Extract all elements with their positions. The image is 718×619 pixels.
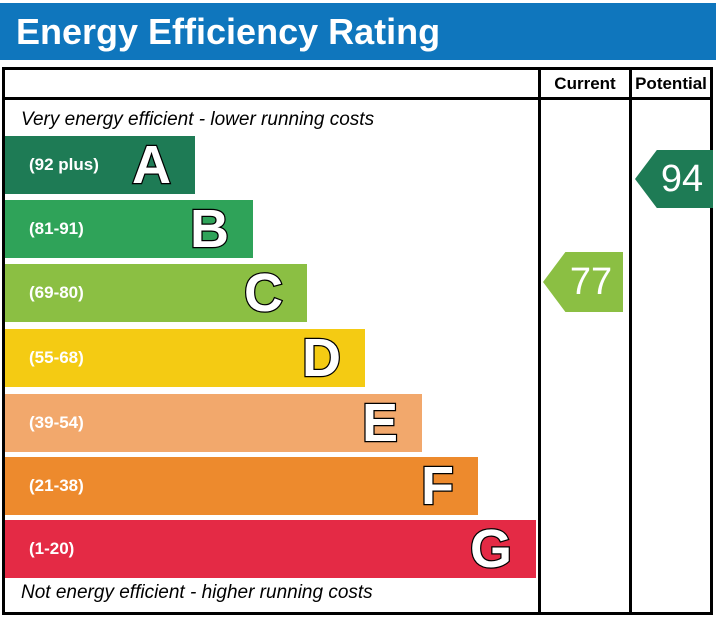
band-range-label: (55-68) [29, 348, 84, 367]
band-letter: B [189, 199, 231, 260]
current-column-body: 77 [538, 100, 629, 612]
band-chart-area: Very energy efficient - lower running co… [5, 100, 538, 612]
band-range-label: (21-38) [29, 476, 84, 495]
band-letter: G [469, 519, 514, 580]
band-row-b: (81-91) B [5, 199, 253, 260]
rating-table: Current Potential Very energy efficient … [2, 67, 713, 615]
band-range-label: (39-54) [29, 413, 84, 432]
title-bar: Energy Efficiency Rating [0, 3, 716, 60]
current-column-header: Current [538, 70, 629, 100]
potential-column-label: Potential [635, 73, 707, 93]
current-column-label: Current [554, 73, 616, 93]
bottom-note: Not energy efficient - higher running co… [21, 582, 373, 603]
potential-rating-value: 94 [660, 157, 704, 200]
band-range-label: (81-91) [29, 219, 84, 238]
band-row-a: (92 plus) A [5, 135, 195, 196]
potential-column-header: Potential [629, 70, 710, 100]
page-title: Energy Efficiency Rating [16, 10, 441, 52]
potential-rating-marker: 94 [635, 150, 713, 208]
potential-column-body: 94 [629, 100, 713, 612]
band-range-label: (92 plus) [29, 155, 99, 174]
band-row-g: (1-20) G [5, 519, 536, 580]
band-letter: A [131, 135, 173, 196]
band-range-label: (1-20) [29, 539, 75, 558]
band-letter: C [243, 263, 285, 324]
band-row-e: (39-54) E [5, 393, 422, 454]
band-letter: E [361, 393, 400, 454]
band-letter: F [420, 456, 456, 517]
current-rating-marker: 77 [543, 252, 623, 312]
band-row-c: (69-80) C [5, 263, 307, 324]
band-range-label: (69-80) [29, 283, 84, 302]
top-note: Very energy efficient - lower running co… [21, 109, 375, 130]
band-row-d: (55-68) D [5, 328, 365, 389]
header-spacer-cell [5, 70, 538, 100]
band-row-f: (21-38) F [5, 456, 478, 517]
current-rating-value: 77 [569, 260, 613, 303]
band-letter: D [301, 328, 343, 389]
